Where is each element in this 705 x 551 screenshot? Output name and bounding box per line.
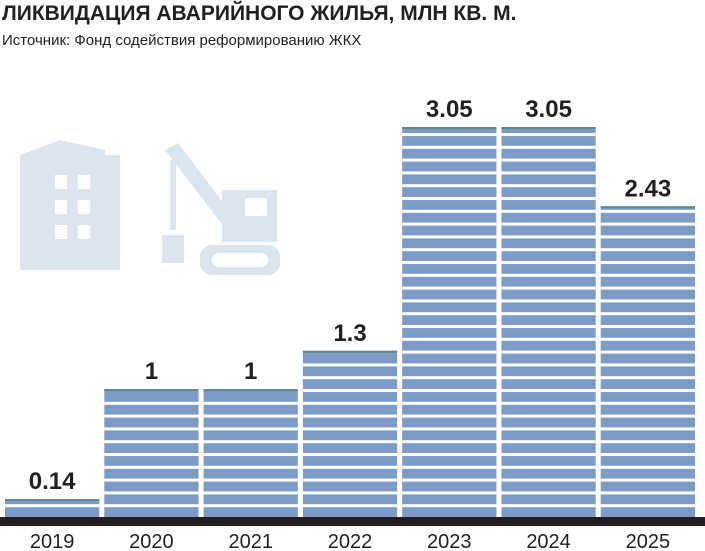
bar-top [302,350,398,353]
bar-stripes [302,353,398,517]
bar-top [203,389,298,392]
bar-top [5,499,100,502]
bar-top [501,127,596,129]
value-label: 3.05 [426,96,473,123]
illustration [20,140,280,275]
value-label: 2.43 [624,175,671,202]
x-tick-label: 2022 [328,531,373,551]
x-tick-label: 2024 [526,531,571,551]
bar-top [600,206,695,209]
value-label: 0.14 [29,468,76,495]
value-label: 1 [145,358,158,385]
bar-stripes [203,392,298,517]
value-label: 3.05 [525,96,572,123]
bar-stripes [104,392,199,517]
value-label: 1.3 [333,320,366,347]
x-tick-label: 2019 [30,531,75,551]
x-tick-label: 2021 [228,531,273,551]
x-tick-label: 2025 [626,531,671,551]
bar-top [104,389,199,392]
bar-top [402,127,497,129]
chart-subtitle: Источник: Фонд содействия реформированию… [2,32,361,49]
bar-stripes [5,502,100,517]
bar-stripes [600,209,695,517]
x-tick-label: 2023 [427,531,472,551]
bar-stripes [402,130,497,517]
value-label: 1 [244,358,257,385]
chart-title: ЛИКВИДАЦИЯ АВАРИЙНОГО ЖИЛЬЯ, МЛН КВ. М. [2,1,516,25]
baseline [0,517,705,526]
x-tick-label: 2020 [129,531,174,551]
bar-stripes [501,130,596,517]
